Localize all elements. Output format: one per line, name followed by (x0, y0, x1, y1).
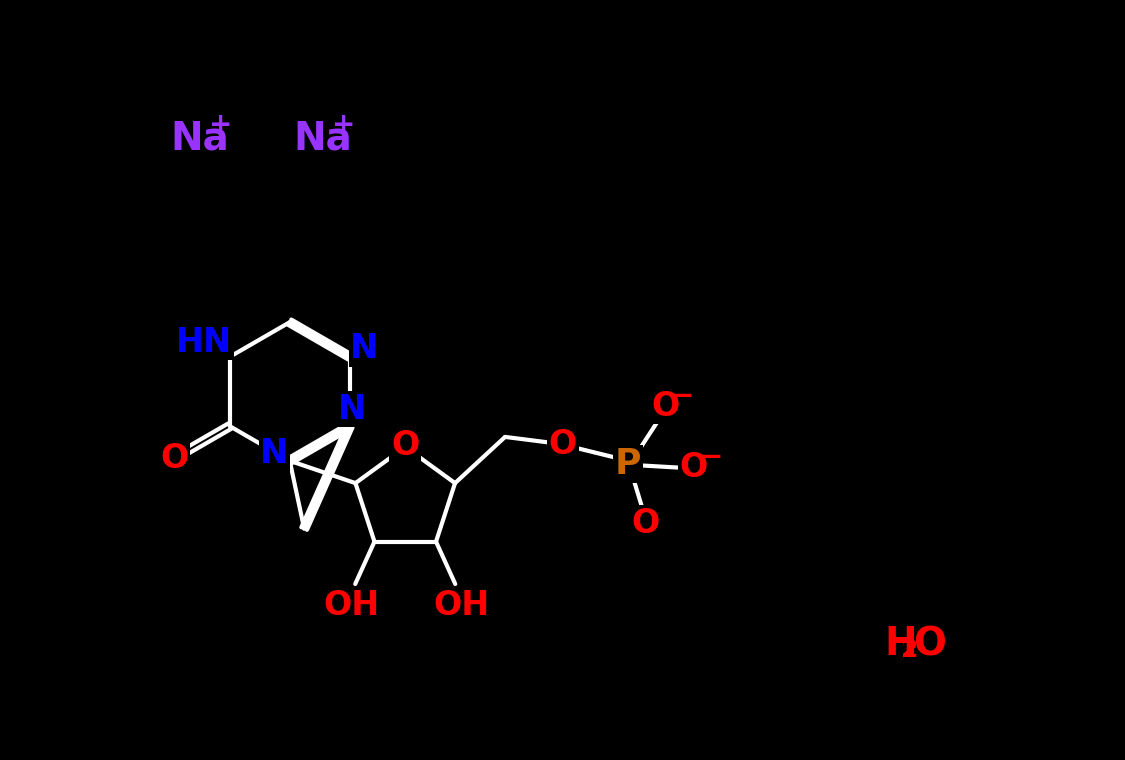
Text: H: H (884, 625, 917, 663)
Text: N: N (350, 332, 378, 365)
Text: OH: OH (323, 589, 379, 622)
Text: O: O (549, 428, 577, 461)
Text: O: O (680, 451, 708, 484)
Text: O: O (631, 507, 659, 540)
Text: 2: 2 (901, 638, 918, 662)
Text: −: − (700, 443, 723, 471)
Text: O: O (651, 390, 680, 423)
Text: +: + (209, 111, 232, 139)
Text: −: − (670, 382, 694, 410)
Text: Na: Na (170, 120, 230, 158)
Text: +: + (332, 111, 356, 139)
Text: O: O (160, 442, 189, 474)
Text: O: O (914, 625, 946, 663)
Text: OH: OH (433, 589, 489, 622)
Text: HN: HN (177, 326, 233, 359)
Text: Na: Na (294, 120, 352, 158)
Text: O: O (392, 429, 420, 462)
Text: N: N (260, 438, 288, 470)
Text: N: N (338, 393, 366, 426)
Text: P: P (615, 447, 641, 481)
